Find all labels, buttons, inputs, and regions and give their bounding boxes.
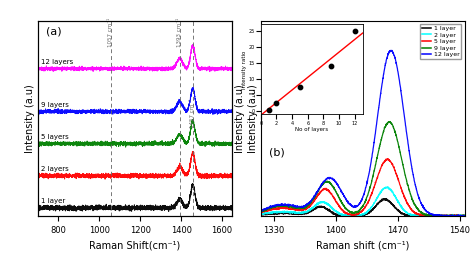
Y-axis label: Intensity (a.u): Intensity (a.u) [235, 84, 245, 153]
Text: (b): (b) [269, 148, 284, 158]
X-axis label: Raman Shift(cm⁻¹): Raman Shift(cm⁻¹) [90, 240, 181, 250]
X-axis label: Raman shift (cm⁻¹): Raman shift (cm⁻¹) [316, 240, 409, 250]
Text: 1 layer: 1 layer [41, 198, 65, 204]
Text: 2 layers: 2 layers [41, 166, 69, 172]
Text: 1057 cm⁻¹: 1057 cm⁻¹ [109, 18, 113, 47]
Text: 1457 cm⁻¹: 1457 cm⁻¹ [190, 98, 195, 127]
Text: 1393 cm⁻¹: 1393 cm⁻¹ [177, 18, 182, 47]
Y-axis label: Intensity (a.u): Intensity (a.u) [25, 84, 35, 153]
Legend: 1 layer, 2 layer, 5 layer, 9 layer, 12 layer: 1 layer, 2 layer, 5 layer, 9 layer, 12 l… [420, 24, 461, 59]
Text: 9 layers: 9 layers [41, 102, 69, 107]
Y-axis label: Intensity (a.u): Intensity (a.u) [248, 84, 258, 153]
Text: 12 layers: 12 layers [41, 59, 73, 65]
Text: 5 layers: 5 layers [41, 134, 69, 140]
Text: (a): (a) [46, 26, 61, 36]
